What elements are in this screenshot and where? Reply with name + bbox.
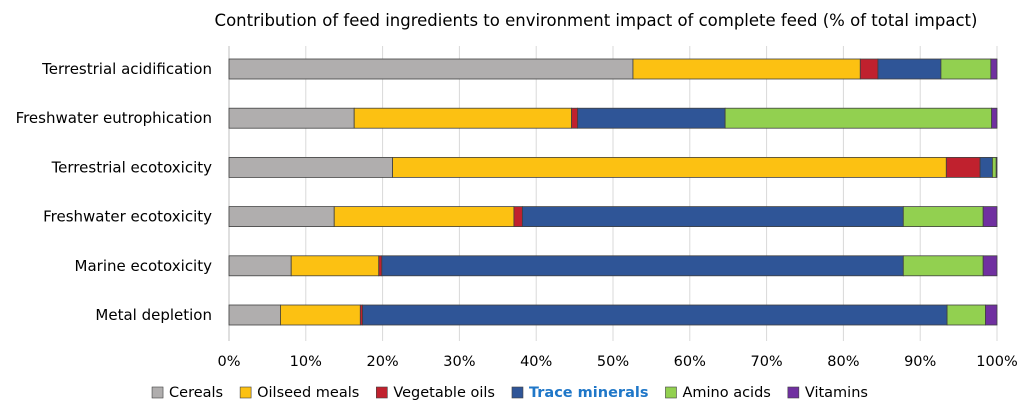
legend-item: Oilseed meals (239, 385, 359, 401)
x-tick-label: 0% (217, 354, 240, 370)
bar-row (228, 107, 998, 129)
legend-swatch (376, 386, 388, 399)
bar-segment-trace-minerals (877, 58, 942, 80)
legend-swatch (151, 386, 164, 399)
category-labels: Terrestrial acidification Freshwater eutr… (16, 60, 213, 324)
bar-segment-vitamins (985, 304, 998, 326)
x-tick-label: 70% (750, 354, 782, 370)
bar-segment-amino-acids (940, 58, 992, 80)
bar-segment-oilseed-meals (333, 206, 515, 228)
x-tick-label: 20% (366, 354, 398, 370)
x-tick-label: 50% (597, 354, 629, 370)
x-tick-label: 30% (443, 354, 475, 370)
bar-segment-oilseed-meals (632, 58, 861, 80)
bar-row (228, 156, 998, 178)
bar-segment-vitamins (995, 156, 998, 178)
bar-segment-vegetable-oils (571, 107, 579, 129)
bar-segment-amino-acids (724, 107, 993, 129)
x-tick-label: 10% (290, 354, 322, 370)
bar-segment-vegetable-oils (513, 206, 523, 228)
bar-segment-amino-acids (902, 206, 984, 228)
bar-segment-trace-minerals (381, 255, 904, 277)
bar-row (228, 304, 998, 326)
bar-segment-vitamins (982, 255, 998, 277)
bar-segment-trace-minerals (577, 107, 726, 129)
bar-segment-oilseed-meals (290, 255, 380, 277)
legend-swatch (665, 386, 677, 399)
x-tick-label: 90% (904, 354, 936, 370)
bar-segment-vitamins (990, 58, 998, 80)
bar-segment-cereals (228, 304, 281, 326)
x-tick-label: 40% (520, 354, 552, 370)
bar-segment-cereals (228, 206, 335, 228)
bar-row (228, 58, 998, 80)
bar-segment-vitamins (991, 107, 998, 129)
bar-row (228, 206, 998, 228)
chart-title: Contribution of feed ingredients to envi… (215, 11, 978, 30)
bar-segment-oilseed-meals (353, 107, 572, 129)
category-label: Metal depletion (95, 306, 212, 324)
legend-label: Trace minerals (529, 385, 648, 401)
x-tick-label: 60% (674, 354, 706, 370)
bar-segment-oilseed-meals (280, 304, 361, 326)
bar-row (228, 255, 998, 277)
legend-item: Vitamins (787, 385, 868, 401)
legend-label: Cereals (169, 385, 223, 401)
bar-segment-oilseed-meals (392, 156, 947, 178)
category-label: Freshwater eutrophication (16, 109, 212, 127)
x-tick-label: 100% (976, 354, 1017, 370)
legend-label: Vitamins (805, 385, 868, 401)
bar-segment-vegetable-oils (378, 255, 383, 277)
bar-segment-vitamins (982, 206, 998, 228)
bar-segment-trace-minerals (362, 304, 948, 326)
category-label: Marine ecotoxicity (75, 257, 213, 275)
legend-swatch (787, 386, 800, 399)
bar-segment-vegetable-oils (859, 58, 879, 80)
legend-label: Vegetable oils (393, 385, 495, 401)
bar-segment-amino-acids (991, 156, 997, 178)
bars (228, 58, 998, 326)
category-label: Freshwater ecotoxicity (43, 208, 212, 226)
x-tick-label: 80% (827, 354, 859, 370)
legend-swatch (239, 386, 252, 399)
bar-segment-vegetable-oils (945, 156, 981, 178)
legend: Cereals Oilseed meals Vegetable oils Trace … (151, 385, 868, 401)
bar-segment-cereals (228, 156, 393, 178)
bar-segment-cereals (228, 107, 355, 129)
legend-label: Amino acids (682, 385, 770, 401)
legend-item: Vegetable oils (376, 385, 495, 401)
bar-segment-amino-acids (902, 255, 984, 277)
bar-segment-cereals (228, 255, 292, 277)
category-label: Terrestrial acidification (41, 60, 212, 78)
category-label: Terrestrial ecotoxicity (51, 158, 213, 176)
legend-item: Trace minerals (511, 385, 648, 401)
legend-label: Oilseed meals (257, 385, 359, 401)
bar-segment-trace-minerals (521, 206, 904, 228)
legend-item: Amino acids (665, 385, 771, 401)
legend-swatch (511, 386, 524, 399)
legend-item: Cereals (151, 385, 223, 401)
bar-segment-amino-acids (946, 304, 986, 326)
bar-segment-cereals (228, 58, 634, 80)
grid (228, 46, 998, 341)
bar-segment-trace-minerals (979, 156, 993, 178)
x-tick-labels: 0% 10% 20% 30% 40% 50% 60% 70% 80% 90% 100% (217, 354, 1017, 370)
